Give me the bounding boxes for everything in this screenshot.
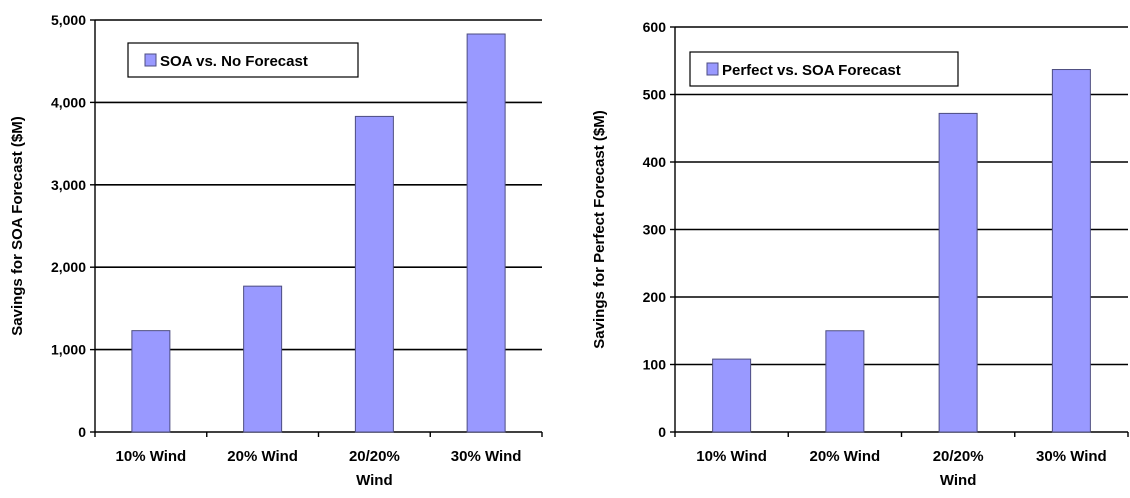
right-legend-box	[689, 51, 959, 87]
left-bar	[131, 330, 171, 433]
left-category-label: 20/20% Wind	[349, 448, 400, 489]
right-legend: Perfect vs. SOA Forecast	[689, 51, 959, 87]
left-category-label: 20% Wind	[227, 448, 298, 465]
left-legend-box	[127, 42, 359, 78]
right-bar	[712, 358, 752, 433]
right-category-label: 30% Wind	[1036, 448, 1107, 465]
right-category-label: 20% Wind	[810, 448, 881, 465]
left-category-label: 30% Wind	[451, 448, 522, 465]
chart-left: 0 1,000 2,000 3,000 4,000 5,000 10% Wind 20% Wi…	[9, 12, 543, 489]
right-category-label: 10% Wind	[696, 448, 767, 465]
right-y-tick-label: 400	[643, 154, 667, 170]
right-y-tick-label: 600	[643, 19, 667, 35]
right-y-tick-label: 0	[658, 424, 666, 440]
left-y-tick-label: 1,000	[51, 342, 86, 358]
left-bar	[466, 33, 506, 433]
right-y-tick-label: 500	[643, 87, 667, 103]
left-y-tick-label: 0	[78, 424, 86, 440]
left-legend-swatch	[144, 53, 157, 67]
chart-left-svg: 0 1,000 2,000 3,000 4,000 5,000 10% Wind 20% Wi…	[9, 12, 543, 489]
right-bar	[938, 112, 978, 433]
left-legend: SOA vs. No Forecast	[127, 42, 359, 78]
right-legend-label: Perfect vs. SOA Forecast	[722, 62, 901, 79]
right-legend-swatch	[706, 62, 719, 76]
right-y-tick-label: 100	[643, 357, 667, 373]
left-legend-label: SOA vs. No Forecast	[160, 53, 308, 70]
chart-right: 0 100 200 300 400 500 600 10% Wind 20% Wind 20/20…	[565, 0, 1130, 498]
chart-right-svg: 0 100 200 300 400 500 600 10% Wind 20% Wind 20/20…	[591, 19, 1129, 489]
right-category-label: 20/20% Wind	[933, 448, 984, 489]
left-y-tick-label: 5,000	[51, 12, 86, 28]
left-y-axis-title: Savings for SOA Forecast ($M)	[9, 116, 26, 336]
left-bar	[243, 285, 283, 433]
right-bar	[1051, 69, 1091, 433]
left-y-tick-label: 3,000	[51, 177, 86, 193]
right-bar	[825, 330, 865, 433]
right-y-axis-title: Savings for Perfect Forecast ($M)	[591, 110, 608, 348]
left-category-label: 10% Wind	[116, 448, 187, 465]
left-bar	[354, 115, 394, 433]
left-y-tick-label: 4,000	[51, 94, 86, 110]
right-y-tick-label: 200	[643, 289, 667, 305]
right-y-tick-label: 300	[643, 222, 667, 238]
left-y-tick-label: 2,000	[51, 259, 86, 275]
